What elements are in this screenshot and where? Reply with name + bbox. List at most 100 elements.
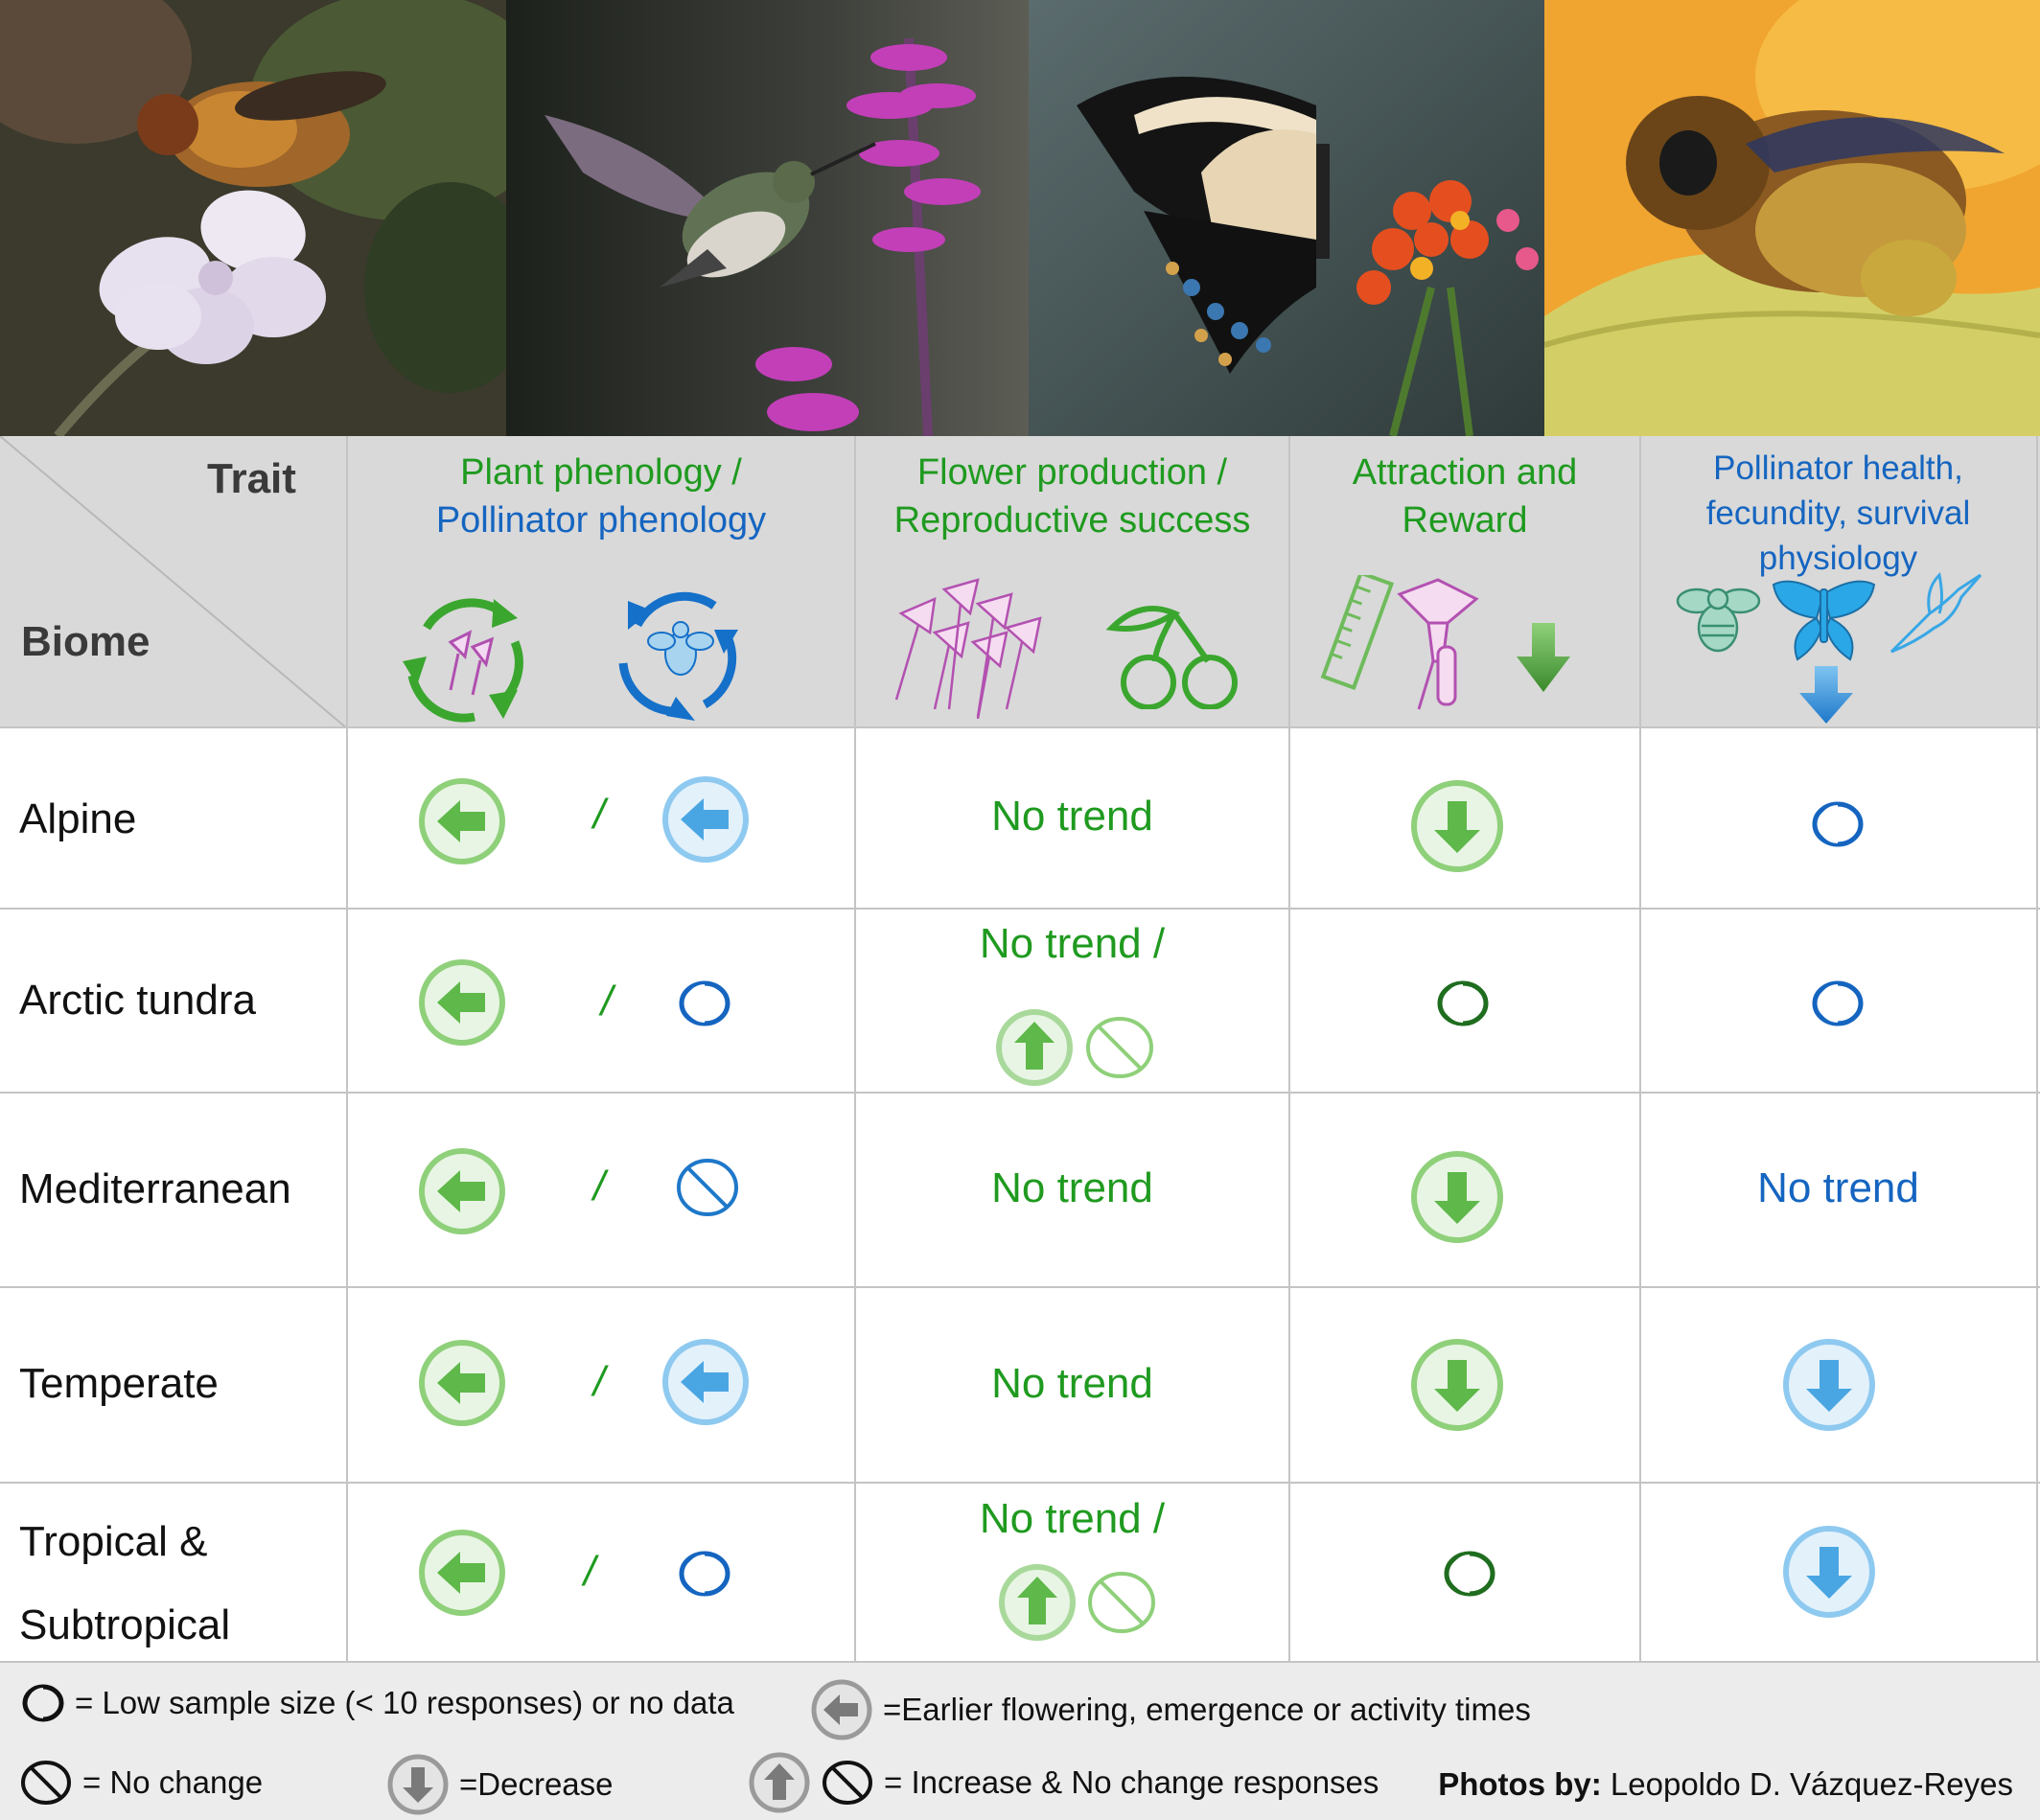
col-header-line: Reproductive success	[855, 496, 1289, 544]
plant-cycle-icon	[398, 589, 542, 724]
row-label-temperate: Temperate	[19, 1343, 219, 1425]
col-divider	[1639, 436, 1641, 1661]
legend: = Low sample size (< 10 responses) or no…	[0, 1661, 2040, 1820]
col-header-line: Pollinator phenology	[347, 496, 855, 544]
no-change-blue-icon	[674, 1156, 741, 1219]
legend-increase-no-change: = Increase & No change responses	[748, 1751, 1379, 1814]
hummingbird-photo	[506, 0, 1029, 436]
decrease-icon	[386, 1753, 450, 1816]
corner-trait-label: Trait	[207, 455, 296, 503]
photo-credit: Photos by: Leopoldo D. Vázquez-Reyes	[1438, 1766, 2013, 1803]
col-header-line: Pollinator health,	[1640, 446, 2036, 491]
health-no-trend-text: No trend	[1640, 1164, 2036, 1212]
col-divider	[346, 436, 348, 1661]
col-header-flower-production: Flower production / Reproductive success	[855, 449, 1289, 544]
increase-icon	[748, 1751, 811, 1814]
decrease-green-icon	[1409, 1149, 1505, 1245]
legend-increase-no-change-text: = Increase & No change responses	[884, 1764, 1379, 1801]
earlier-green-icon	[418, 1339, 506, 1427]
low-sample-icon	[21, 1684, 65, 1722]
legend-low-sample-text: = Low sample size (< 10 responses) or no…	[75, 1685, 734, 1721]
legend-no-change: = No change	[19, 1759, 263, 1807]
fly-on-flower-photo	[0, 0, 506, 436]
legend-low-sample: = Low sample size (< 10 responses) or no…	[21, 1684, 734, 1722]
col-header-attraction: Attraction and Reward	[1289, 449, 1640, 544]
corner-biome-label: Biome	[21, 618, 150, 666]
ruler-icon	[1313, 575, 1400, 690]
low-sample-blue-icon	[1810, 800, 1866, 848]
no-change-icon	[19, 1759, 73, 1807]
col-divider	[2036, 436, 2038, 1661]
col-divider	[854, 436, 856, 1661]
row-label-alpine: Alpine	[19, 778, 136, 861]
flower-no-trend-text: No trend	[855, 793, 1289, 841]
trait-biome-table: Trait Biome Plant phenology / Pollinator…	[0, 436, 2040, 1661]
legend-decrease: =Decrease	[386, 1753, 614, 1816]
increase-green-icon	[998, 1563, 1077, 1642]
low-sample-green-icon	[1442, 1550, 1497, 1598]
row-divider	[0, 908, 2040, 910]
col-header-line: Flower production /	[855, 449, 1289, 496]
earlier-green-icon	[418, 777, 506, 865]
flower-no-trend-text: No trend	[855, 1360, 1289, 1408]
flower-no-trend-text: No trend /	[855, 1495, 1289, 1543]
col-divider	[1288, 436, 1290, 1661]
decrease-blue-icon	[1781, 1337, 1877, 1433]
decrease-green-icon	[1409, 1337, 1505, 1433]
legend-decrease-text: =Decrease	[459, 1766, 614, 1803]
legend-no-change-text: = No change	[82, 1764, 263, 1801]
decrease-green-icon	[1409, 778, 1505, 874]
flowers-icon	[882, 575, 1064, 719]
row-divider	[0, 726, 2040, 728]
row-divider	[0, 1092, 2040, 1094]
credit-name: Leopoldo D. Vázquez-Reyes	[1611, 1766, 2013, 1802]
increase-green-icon	[995, 1008, 1074, 1087]
low-sample-blue-icon	[677, 1550, 732, 1598]
col-header-line: fecundity, survival	[1640, 491, 2036, 536]
row-label-mediterranean: Mediterranean	[19, 1148, 291, 1231]
cherries-icon	[1102, 594, 1246, 709]
photo-strip	[0, 0, 2040, 436]
legend-earlier-text: =Earlier flowering, emergence or activit…	[883, 1692, 1531, 1728]
earlier-icon	[810, 1678, 873, 1741]
flower-no-trend-text: No trend	[855, 1164, 1289, 1212]
swallowtail-butterfly-photo	[1029, 0, 1544, 436]
slash-separator: /	[573, 978, 640, 1025]
down-arrow-icon	[1797, 666, 1855, 726]
col-header-line: Reward	[1289, 496, 1640, 544]
slash-separator: /	[566, 1163, 633, 1210]
no-change-green-icon	[1085, 1568, 1158, 1637]
flower-no-trend-text: No trend /	[855, 920, 1289, 968]
nectar-flower-icon	[1390, 575, 1486, 714]
bee-icon	[1673, 580, 1764, 657]
earlier-blue-icon	[661, 1338, 750, 1426]
col-header-line: Plant phenology /	[347, 449, 855, 496]
row-label-arctic-tundra: Arctic tundra	[19, 959, 256, 1042]
row-label-tropical: Tropical &	[19, 1501, 207, 1583]
low-sample-blue-icon	[677, 979, 732, 1027]
hummingbird-icon	[1887, 570, 1982, 661]
row-divider	[0, 1286, 2040, 1288]
col-header-line: Attraction and	[1289, 449, 1640, 496]
earlier-green-icon	[418, 958, 506, 1047]
pollinator-cycle-icon	[609, 582, 753, 721]
slash-separator: /	[566, 1358, 633, 1406]
slash-separator: /	[556, 1548, 623, 1596]
legend-earlier: =Earlier flowering, emergence or activit…	[810, 1678, 1531, 1741]
col-header-phenology: Plant phenology / Pollinator phenology	[347, 449, 855, 544]
down-arrow-icon	[1515, 623, 1572, 695]
slash-separator: /	[566, 791, 633, 839]
low-sample-green-icon	[1435, 979, 1491, 1027]
earlier-green-icon	[418, 1147, 506, 1235]
earlier-blue-icon	[661, 775, 750, 864]
bee-on-leaf-photo	[1544, 0, 2040, 436]
low-sample-blue-icon	[1810, 979, 1866, 1027]
credit-label: Photos by:	[1438, 1766, 1602, 1802]
row-divider	[0, 1482, 2040, 1484]
row-label-subtropical: Subtropical	[19, 1584, 230, 1667]
no-change-green-icon	[1083, 1013, 1156, 1082]
decrease-blue-icon	[1781, 1524, 1877, 1620]
no-change-icon	[821, 1759, 874, 1807]
butterfly-icon	[1769, 575, 1879, 661]
col-header-pollinator-health: Pollinator health, fecundity, survival p…	[1640, 446, 2036, 581]
